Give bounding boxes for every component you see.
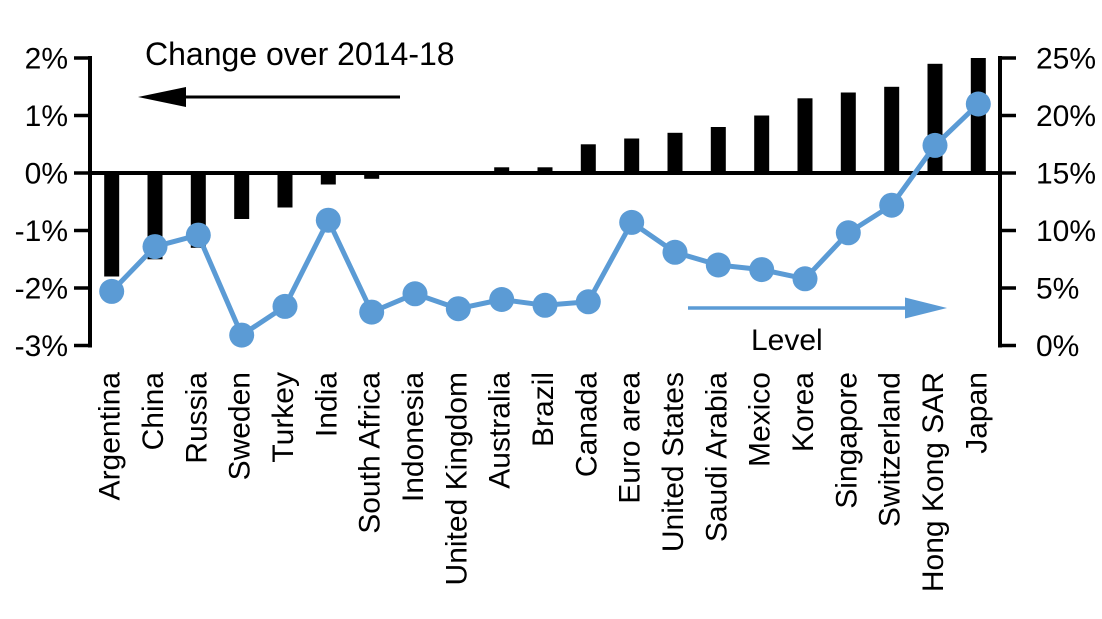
bar-series-title: Change over 2014-18 bbox=[145, 36, 455, 72]
x-label-brazil: Brazil bbox=[527, 372, 560, 447]
marker-russia bbox=[185, 222, 211, 248]
right-arrow-head-icon bbox=[905, 297, 947, 319]
marker-turkey bbox=[272, 293, 298, 319]
left-tick-label-2-: 2% bbox=[25, 43, 68, 76]
marker-korea bbox=[792, 266, 818, 292]
right-tick-label-5-: 5% bbox=[1036, 273, 1079, 306]
marker-sweden bbox=[229, 322, 255, 348]
right-tick-label-15-: 15% bbox=[1036, 158, 1096, 191]
bar-singapore bbox=[840, 92, 856, 173]
bar-korea bbox=[797, 98, 813, 174]
x-label-hong-kong-sar: Hong Kong SAR bbox=[917, 372, 950, 592]
x-label-euro-area: Euro area bbox=[614, 372, 647, 504]
left-tick-label-1-: 1% bbox=[25, 100, 68, 133]
marker-china bbox=[142, 234, 168, 260]
x-label-singapore: Singapore bbox=[830, 372, 863, 509]
x-label-china: China bbox=[137, 372, 170, 451]
x-label-united-kingdom: United Kingdom bbox=[440, 372, 473, 585]
marker-singapore bbox=[835, 220, 861, 246]
x-label-switzerland: Switzerland bbox=[874, 372, 907, 527]
right-tick-label-0-: 0% bbox=[1036, 330, 1079, 363]
bar-australia bbox=[494, 167, 510, 174]
marker-brazil bbox=[532, 292, 558, 318]
marker-argentina bbox=[99, 278, 125, 304]
bar-argentina bbox=[104, 173, 120, 277]
marker-japan bbox=[965, 91, 991, 117]
marker-euro-area bbox=[619, 209, 645, 235]
bar-united-states bbox=[667, 132, 683, 174]
x-label-australia: Australia bbox=[484, 372, 517, 489]
marker-united-states bbox=[662, 239, 688, 265]
x-label-india: India bbox=[310, 372, 343, 437]
left-tick-label--1-: -1% bbox=[15, 215, 68, 248]
marker-india bbox=[315, 207, 341, 233]
x-label-argentina: Argentina bbox=[94, 372, 127, 501]
marker-hong-kong-sar bbox=[922, 132, 948, 158]
bar-mexico bbox=[754, 115, 770, 173]
x-label-canada: Canada bbox=[570, 372, 603, 477]
x-label-sweden: Sweden bbox=[224, 372, 257, 480]
x-label-japan: Japan bbox=[960, 372, 993, 454]
x-label-united-states: United States bbox=[657, 372, 690, 552]
marker-south-africa bbox=[359, 299, 385, 325]
x-label-turkey: Turkey bbox=[267, 372, 300, 463]
bar-canada bbox=[580, 144, 596, 174]
left-tick-label-0-: 0% bbox=[25, 158, 68, 191]
left-tick-label--2-: -2% bbox=[15, 273, 68, 306]
left-arrow-head-icon bbox=[138, 87, 186, 107]
marker-australia bbox=[489, 287, 515, 312]
x-label-south-africa: South Africa bbox=[354, 372, 387, 534]
bar-south-africa bbox=[364, 173, 380, 179]
bar-india bbox=[320, 173, 336, 185]
bar-switzerland bbox=[884, 86, 900, 174]
marker-saudi-arabia bbox=[705, 252, 731, 278]
x-label-russia: Russia bbox=[180, 372, 213, 464]
x-label-mexico: Mexico bbox=[744, 372, 777, 467]
marker-canada bbox=[575, 289, 601, 315]
right-tick-label-25-: 25% bbox=[1036, 43, 1096, 76]
left-tick-label--3-: -3% bbox=[15, 330, 68, 363]
marker-mexico bbox=[749, 257, 775, 283]
x-label-saudi-arabia: Saudi Arabia bbox=[700, 372, 733, 542]
bar-euro-area bbox=[624, 138, 640, 173]
bar-turkey bbox=[277, 173, 293, 208]
marker-united-kingdom bbox=[445, 296, 471, 322]
marker-switzerland bbox=[879, 192, 905, 218]
bar-saudi-arabia bbox=[710, 127, 726, 173]
x-label-indonesia: Indonesia bbox=[397, 372, 430, 502]
marker-indonesia bbox=[402, 281, 428, 307]
x-label-korea: Korea bbox=[787, 372, 820, 452]
bar-brazil bbox=[537, 167, 553, 174]
right-tick-label-20-: 20% bbox=[1036, 100, 1096, 133]
line-series-title: Level bbox=[751, 324, 823, 357]
bar-sweden bbox=[234, 173, 250, 219]
right-tick-label-10-: 10% bbox=[1036, 215, 1096, 248]
